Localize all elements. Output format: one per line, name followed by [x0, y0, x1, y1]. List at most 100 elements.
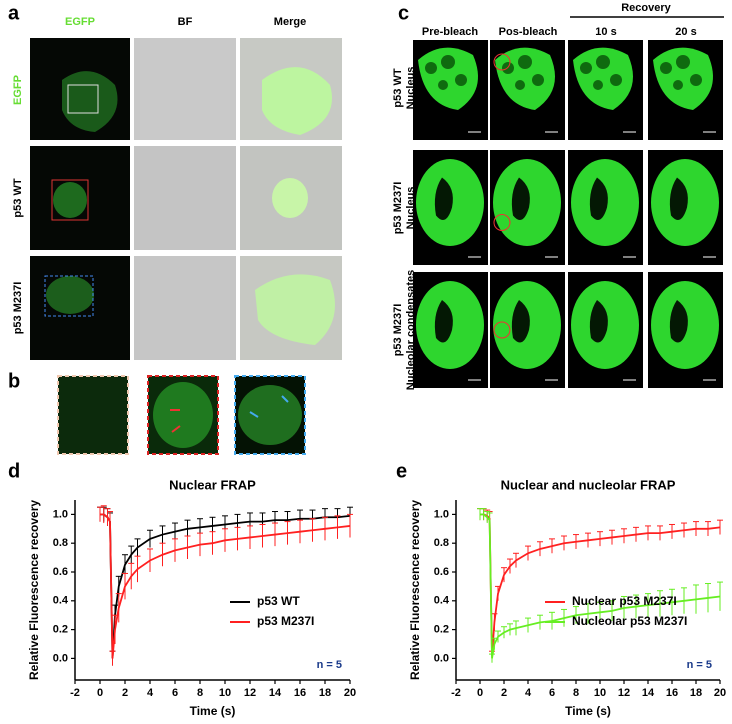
x-axis-label: Time (s) [190, 704, 236, 718]
x-tick-label: 4 [147, 687, 154, 699]
nucleolus [589, 300, 608, 343]
nucleolus [434, 300, 453, 343]
nucleolus [660, 62, 672, 74]
x-axis-label: Time (s) [565, 704, 611, 718]
y-tick-label: 0.6 [53, 566, 68, 578]
annotation: n = 5 [317, 659, 342, 671]
y-tick-label: 0.8 [434, 537, 449, 549]
x-tick-label: 14 [269, 687, 282, 699]
row-label: p53 WT [12, 178, 24, 217]
chart-title: Nuclear FRAP [169, 477, 256, 492]
column-header: Pos-bleach [499, 26, 558, 38]
y-axis-label: Relative Fluorescence recovery [408, 500, 422, 680]
row-label: p53 M237I [392, 182, 404, 235]
panel-letter: c [398, 2, 409, 24]
column-header: 10 s [595, 26, 616, 38]
nucleolus [596, 55, 610, 69]
x-tick-label: 14 [642, 687, 655, 699]
y-tick-label: 0.2 [434, 624, 449, 636]
x-tick-label: 12 [618, 687, 630, 699]
nucleolus [511, 300, 530, 343]
column-header: Pre-bleach [422, 26, 479, 38]
x-tick-label: 2 [122, 687, 128, 699]
x-tick-label: 20 [714, 687, 726, 699]
annotation: n = 5 [687, 659, 712, 671]
y-tick-label: 0.4 [53, 595, 69, 607]
row-label: p53 M237I [392, 304, 404, 357]
series-line [480, 513, 721, 656]
nucleolus [455, 74, 467, 86]
nucleolus [580, 62, 592, 74]
x-tick-label: 16 [294, 687, 306, 699]
nucleolus [518, 55, 532, 69]
x-tick-label: 10 [594, 687, 606, 699]
bleach-roi [493, 321, 511, 339]
nucleolus [673, 80, 683, 90]
column-header: BF [178, 16, 193, 28]
nucleolus [690, 74, 702, 86]
bleach-roi [493, 214, 511, 231]
x-tick-label: 2 [501, 687, 507, 699]
x-tick-label: 4 [525, 687, 532, 699]
x-tick-label: 6 [549, 687, 555, 699]
nucleolus [589, 177, 608, 220]
frap-images [413, 40, 723, 388]
y-tick-label: 1.0 [53, 508, 68, 520]
x-tick-label: -2 [451, 687, 461, 699]
nucleolus [532, 74, 544, 86]
chart-title: Nuclear and nucleolar FRAP [501, 477, 676, 492]
nucleolus [515, 80, 525, 90]
y-tick-label: 0.0 [434, 652, 449, 664]
panel-letter: a [8, 2, 20, 24]
nucleolus [593, 80, 603, 90]
x-tick-label: 10 [219, 687, 231, 699]
panel-letter: b [8, 370, 20, 392]
y-tick-label: 0.0 [53, 652, 68, 664]
nucleolus [676, 55, 690, 69]
x-tick-label: 6 [172, 687, 178, 699]
x-tick-label: 8 [573, 687, 579, 699]
y-tick-label: 1.0 [434, 508, 449, 520]
micrograph-grid [30, 38, 342, 360]
x-tick-label: 18 [690, 687, 702, 699]
column-header: 20 s [675, 26, 696, 38]
series-line [100, 513, 351, 659]
x-tick-label: 18 [319, 687, 331, 699]
charts: -2 0 2 4 6 8 10 12 14 16 18 200.00.20.40.60.81.0Nuc… [27, 477, 726, 718]
legend-label: Nuclear p53 M237I [572, 594, 677, 608]
x-tick-label: 8 [197, 687, 203, 699]
y-tick-label: 0.4 [434, 595, 450, 607]
x-tick-label: -2 [70, 687, 80, 699]
nucleolus [669, 177, 688, 220]
panel-letter: e [396, 460, 407, 482]
nucleolus [441, 55, 455, 69]
x-tick-label: 20 [344, 687, 356, 699]
y-tick-label: 0.2 [53, 624, 68, 636]
legend-label: Nucleolar p53 M237I [572, 614, 687, 628]
panel-letter: d [8, 460, 20, 482]
legend-label: p53 WT [257, 594, 300, 608]
x-tick-label: 16 [666, 687, 678, 699]
nucleolus [669, 300, 688, 343]
x-tick-label: 0 [97, 687, 103, 699]
zoom-insets [57, 375, 306, 455]
row-label: EGFP [12, 75, 24, 105]
y-tick-label: 0.8 [53, 537, 68, 549]
row-label: p53 M237I [12, 282, 24, 335]
legend-label: p53 M237I [257, 614, 314, 628]
bleach-roi [493, 53, 511, 71]
x-tick-label: 0 [477, 687, 483, 699]
nucleolus [511, 177, 530, 220]
series-line [480, 513, 721, 659]
nucleolus [425, 62, 437, 74]
row-label: p53 WT [392, 68, 404, 107]
column-header: Merge [274, 16, 306, 28]
y-axis-label: Relative Fluorescence recovery [27, 500, 41, 680]
y-tick-label: 0.6 [434, 566, 449, 578]
nucleolus [610, 74, 622, 86]
nucleolus [438, 80, 448, 90]
group-header: Recovery [621, 2, 671, 14]
x-tick-label: 12 [244, 687, 256, 699]
nucleolus [434, 177, 453, 220]
